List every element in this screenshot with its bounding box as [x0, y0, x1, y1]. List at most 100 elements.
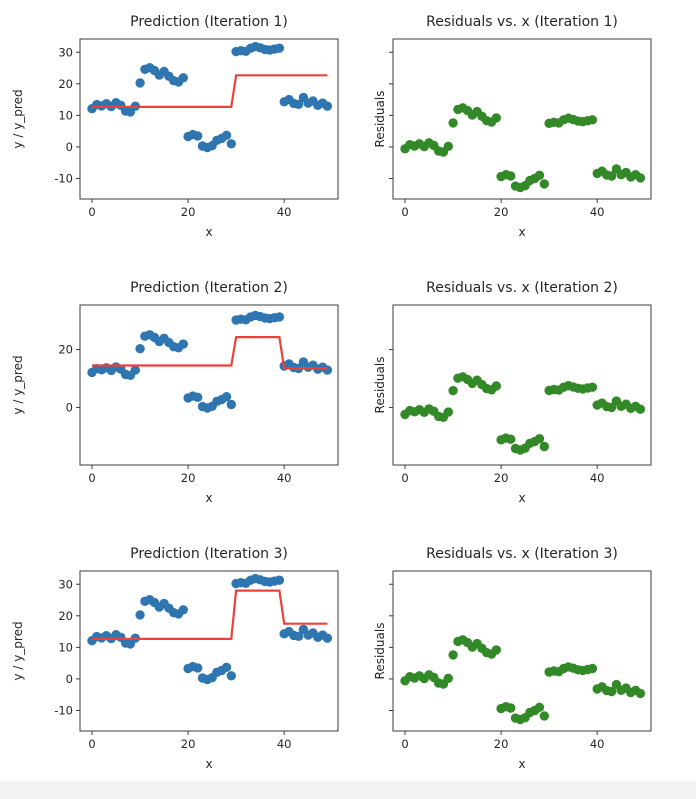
y-tick-label: 20 [58, 343, 73, 357]
y-axis-label: y / y_pred [11, 621, 25, 680]
data-point [587, 115, 598, 125]
y-axis-label: Residuals [373, 91, 387, 148]
data-point [226, 139, 236, 149]
y-tick-label: 20 [58, 609, 73, 623]
plot-border [392, 304, 652, 466]
chart-residuals-iteration-1: Residuals vs. x (Iteration 1) 0 20 40 x Resid… [348, 0, 696, 266]
plot-border [392, 570, 652, 732]
data-point [534, 434, 545, 444]
y-tick-label: 10 [58, 640, 73, 654]
data-point [635, 173, 646, 183]
scatter-points [400, 103, 646, 193]
chart-title: Prediction (Iteration 1) [130, 14, 288, 30]
prediction-iteration-2-svg: Prediction (Iteration 2) 0 20 40 0 20 x y / y_p… [11, 280, 339, 505]
data-point [135, 78, 145, 88]
y-tick-label: 10 [58, 108, 73, 122]
data-point [274, 575, 285, 585]
x-tick-label: 40 [277, 205, 292, 219]
data-point [322, 633, 333, 643]
data-point [635, 688, 646, 699]
data-point [178, 339, 188, 349]
chart-prediction-iteration-1: Prediction (Iteration 1) 0 20 40 -10 0 10 20 30 x… [0, 0, 348, 266]
data-point [491, 113, 501, 123]
chart-prediction-iteration-2: Prediction (Iteration 2) 0 20 40 0 20 x y / y_p… [0, 266, 348, 532]
prediction-line [92, 589, 328, 641]
data-point [274, 43, 285, 53]
plot-border [392, 38, 652, 200]
y-tick-label: 0 [66, 140, 73, 154]
data-point [193, 663, 203, 673]
data-point [322, 365, 333, 375]
data-point [448, 385, 458, 396]
chart-title: Prediction (Iteration 2) [130, 280, 288, 296]
data-point [322, 101, 333, 111]
data-point [606, 686, 617, 697]
scatter-points [87, 310, 333, 413]
data-point [221, 662, 232, 672]
data-point [274, 312, 285, 322]
y-tick-label: -10 [54, 171, 73, 185]
data-point [491, 381, 501, 391]
plot-border [79, 304, 339, 466]
data-point [293, 99, 304, 110]
data-point [443, 141, 453, 151]
scatter-points [400, 635, 646, 725]
data-point [178, 73, 188, 83]
data-point [178, 605, 188, 615]
y-tick-label: 30 [58, 45, 73, 59]
residuals-iteration-2-svg: Residuals vs. x (Iteration 2) 0 20 40 x Resid… [373, 280, 652, 505]
data-point [506, 171, 516, 181]
x-tick-label: 40 [590, 737, 605, 751]
y-axis-label: Residuals [373, 623, 387, 680]
data-point [193, 131, 203, 141]
x-tick-label: 0 [88, 737, 95, 751]
x-tick-label: 40 [590, 205, 605, 219]
scatter-points [87, 573, 333, 685]
data-point [293, 631, 304, 641]
x-tick-label: 20 [181, 737, 196, 751]
plot-border [79, 38, 339, 200]
x-tick-label: 0 [401, 737, 408, 751]
data-point [491, 645, 501, 655]
chart-residuals-iteration-2: Residuals vs. x (Iteration 2) 0 20 40 x Resid… [348, 266, 696, 532]
data-point [635, 404, 646, 414]
x-tick-label: 40 [590, 471, 605, 485]
y-axis-label: y / y_pred [11, 89, 25, 148]
data-point [221, 130, 232, 140]
x-axis-label: x [518, 225, 525, 239]
residuals-iteration-1-svg: Residuals vs. x (Iteration 1) 0 20 40 x Resid… [373, 14, 652, 239]
chart-title: Residuals vs. x (Iteration 3) [426, 546, 618, 562]
y-axis-label: y / y_pred [11, 355, 25, 414]
y-tick-label: -10 [54, 703, 73, 717]
x-axis-label: x [518, 757, 525, 771]
chart-title: Residuals vs. x (Iteration 1) [426, 14, 618, 30]
data-point [534, 170, 545, 180]
prediction-iteration-3-svg: Prediction (Iteration 3) 0 20 40 -10 0 10 20 30 x… [11, 546, 339, 771]
residuals-iteration-3-svg: Residuals vs. x (Iteration 3) 0 20 40 x Resid… [373, 546, 652, 771]
y-tick-label: 0 [66, 672, 73, 686]
y-tick-label: 30 [58, 577, 73, 591]
data-point [587, 382, 598, 392]
data-point [130, 365, 140, 375]
scatter-points [87, 41, 333, 153]
y-tick-label: 20 [58, 77, 73, 91]
x-tick-label: 20 [494, 471, 509, 485]
data-point [135, 610, 145, 620]
x-tick-label: 0 [88, 205, 95, 219]
data-point [506, 434, 516, 444]
x-axis-label: x [205, 491, 212, 505]
data-point [539, 711, 549, 721]
data-point [606, 171, 617, 181]
x-axis-label: x [518, 491, 525, 505]
footer-strip [0, 782, 696, 799]
data-point [539, 441, 549, 452]
chart-residuals-iteration-3: Residuals vs. x (Iteration 3) 0 20 40 x Resid… [348, 532, 696, 799]
x-axis-label: x [205, 757, 212, 771]
data-point [448, 650, 458, 660]
data-point [448, 118, 458, 128]
x-tick-label: 0 [88, 471, 95, 485]
data-point [193, 392, 203, 402]
plot-border [79, 570, 339, 732]
chart-prediction-iteration-3: Prediction (Iteration 3) 0 20 40 -10 0 10 20 30 x… [0, 532, 348, 799]
